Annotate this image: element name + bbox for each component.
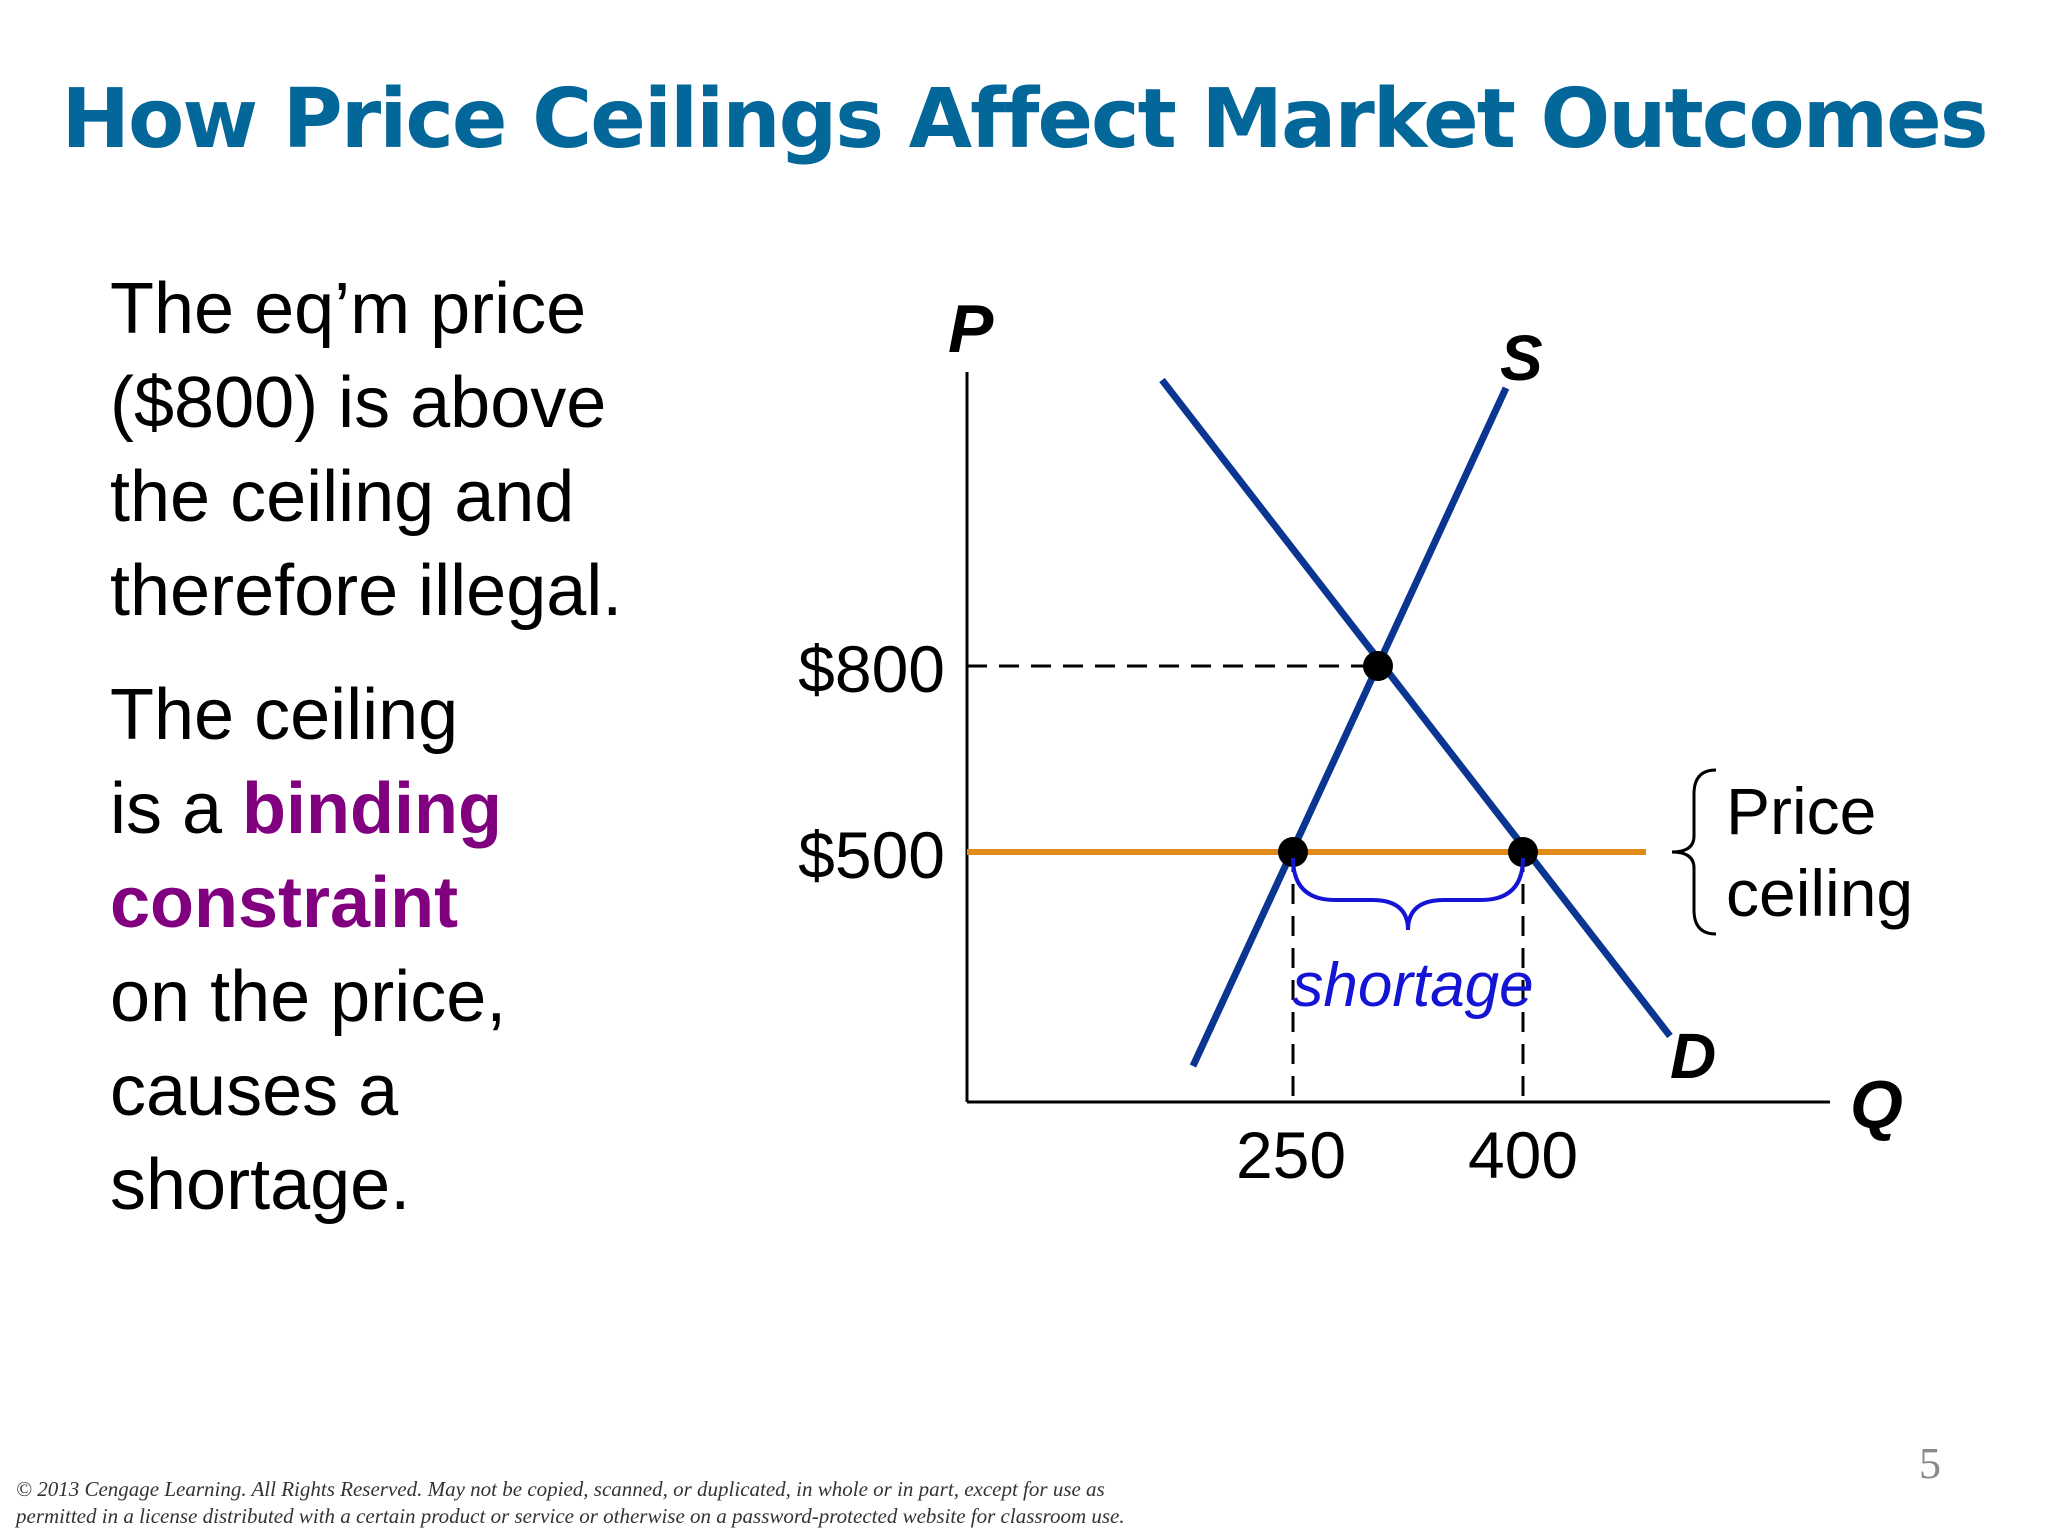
text-line: causes a bbox=[110, 1051, 399, 1131]
demand-curve bbox=[1159, 377, 1673, 1039]
text-line: is a binding bbox=[110, 762, 790, 856]
ceiling-price-label: $500 bbox=[798, 818, 945, 892]
text-fragment: is a bbox=[110, 769, 243, 849]
y-axis-label: P bbox=[948, 291, 994, 367]
highlight-constraint: constraint bbox=[110, 863, 459, 943]
equilibrium-price-label: $800 bbox=[798, 632, 945, 706]
slide-title: How Price Ceilings Affect Market Outcome… bbox=[61, 72, 1988, 167]
shortage-brace bbox=[1291, 857, 1525, 931]
text-line: The eq’m price bbox=[110, 269, 587, 349]
equilibrium-point bbox=[1363, 651, 1393, 681]
text-line: shortage. bbox=[110, 1145, 411, 1225]
explanation-text: The eq’m price ($800) is above the ceili… bbox=[110, 262, 790, 1262]
text-line: on the price, bbox=[110, 957, 507, 1037]
supply-curve bbox=[1189, 386, 1510, 1068]
demand-curve-label: D bbox=[1670, 1020, 1716, 1092]
ceiling-brace bbox=[1671, 768, 1717, 936]
copyright-line: permitted in a license distributed with … bbox=[16, 1504, 1125, 1528]
paragraph-binding-constraint: The ceiling is a binding constraint on t… bbox=[110, 668, 790, 1232]
highlight-binding: binding bbox=[242, 769, 502, 849]
text-line: the ceiling and bbox=[110, 457, 575, 537]
text-line: The ceiling bbox=[110, 675, 459, 755]
ceiling-label-line2: ceiling bbox=[1726, 856, 1913, 930]
shortage-label: shortage bbox=[1292, 951, 1533, 1020]
ceiling-label-line1: Price bbox=[1726, 774, 1876, 848]
quantity-demanded-label: 400 bbox=[1468, 1118, 1578, 1192]
text-line: ($800) is above bbox=[110, 363, 607, 443]
supply-curve-label: S bbox=[1500, 322, 1543, 394]
quantity-supplied-point bbox=[1278, 837, 1308, 867]
copyright-line: © 2013 Cengage Learning. All Rights Rese… bbox=[16, 1477, 1105, 1501]
x-axis-label: Q bbox=[1850, 1067, 1903, 1143]
paragraph-equilibrium: The eq’m price ($800) is above the ceili… bbox=[110, 262, 790, 638]
page-number: 5 bbox=[1919, 1439, 1941, 1488]
text-line: therefore illegal. bbox=[110, 551, 623, 631]
copyright-notice: © 2013 Cengage Learning. All Rights Rese… bbox=[16, 1476, 1316, 1530]
quantity-supplied-label: 250 bbox=[1236, 1118, 1346, 1192]
quantity-demanded-point bbox=[1508, 837, 1538, 867]
